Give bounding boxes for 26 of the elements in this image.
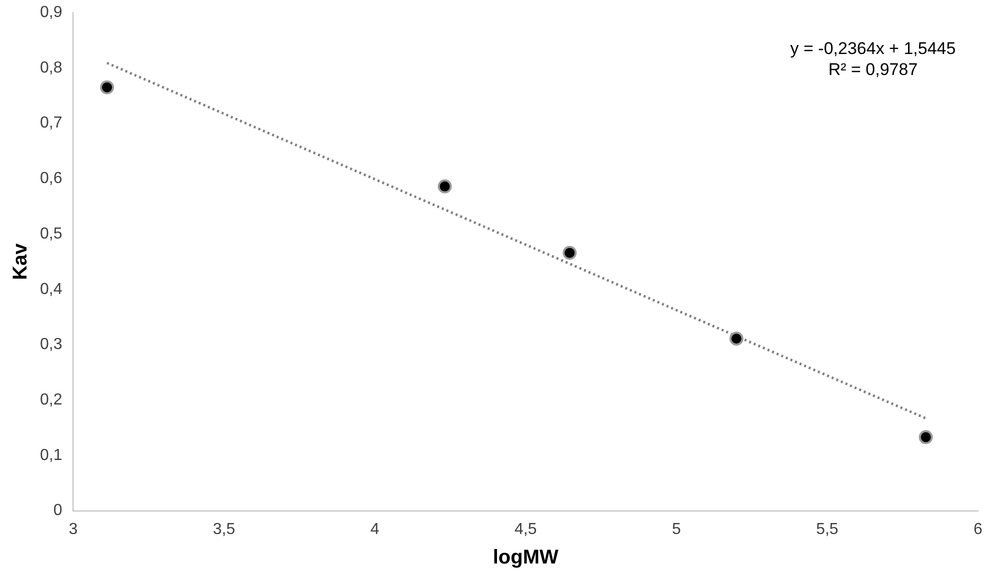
annotation: y = -0,2364x + 1,5445 <box>790 38 956 58</box>
point <box>562 246 577 260</box>
x-tick-label: 3 <box>68 520 78 538</box>
point <box>438 179 452 194</box>
x-tick-label: 5 <box>672 520 681 538</box>
y-tick-label: 0,8 <box>40 59 62 76</box>
y-tick-label: 0,2 <box>40 391 62 408</box>
y-tick-label: 0,1 <box>40 446 62 464</box>
point <box>729 332 744 346</box>
x-axis-title: logMW <box>492 546 559 569</box>
x-tick-label: 6 <box>974 520 983 538</box>
x-tick-label: 5,5 <box>816 520 838 538</box>
y-tick-label: 0,9 <box>40 4 62 22</box>
x-tick-label: 3,5 <box>212 520 236 538</box>
y-axis-title: Kav <box>10 242 32 280</box>
point <box>100 80 114 94</box>
annotation: R² = 0,9787 <box>828 60 918 79</box>
y-tick-label: 0,7 <box>40 114 62 132</box>
y-tick-label: 0,6 <box>40 170 62 188</box>
y-tick-label: 0,4 <box>40 280 62 298</box>
y-tick-label: 0,3 <box>40 336 62 354</box>
x-tick-label: 4,5 <box>514 520 537 538</box>
x-tick-label: 4 <box>370 520 380 538</box>
y-tick-label: 0 <box>53 502 62 520</box>
y-tick-label: 0,5 <box>40 225 62 242</box>
point <box>918 430 933 444</box>
